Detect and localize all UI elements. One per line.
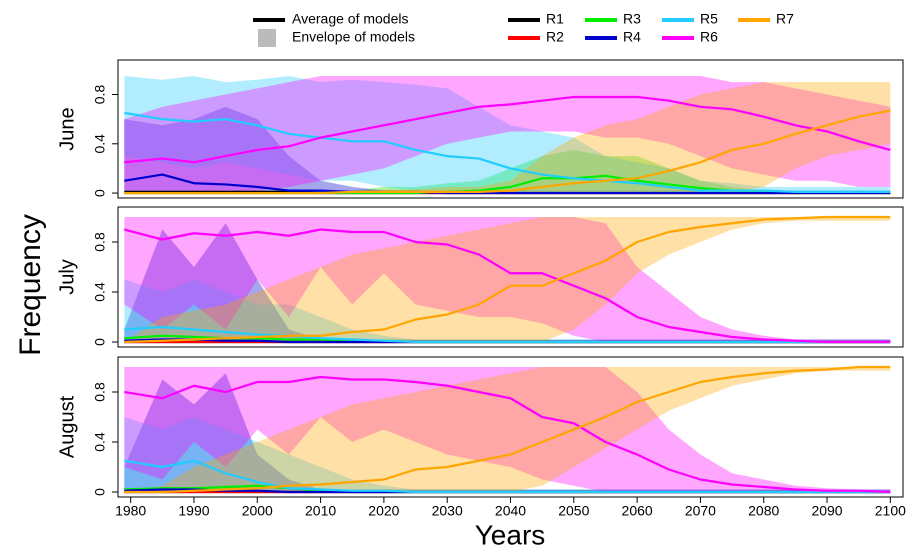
envelope [124, 76, 891, 194]
legend-label: R5 [700, 11, 718, 27]
envelope [124, 367, 891, 492]
panel-label: June [56, 107, 78, 150]
envelope [124, 149, 891, 194]
envelope [124, 367, 891, 492]
y-tick-label: 0.8 [92, 85, 108, 105]
series-line [124, 111, 891, 193]
x-tick-label: 2080 [748, 503, 779, 519]
series-line [124, 365, 891, 494]
x-tick-label: 2040 [495, 503, 526, 519]
x-tick-label: 1980 [115, 503, 146, 519]
legend-label: Envelope of models [292, 29, 415, 45]
panel-label: August [56, 395, 78, 458]
envelope [124, 417, 891, 492]
series-line [124, 173, 891, 195]
series-line [124, 95, 891, 164]
x-tick-label: 2060 [622, 503, 653, 519]
envelope [124, 217, 891, 342]
series-line [124, 109, 891, 195]
legend-label: R3 [623, 11, 641, 27]
legend-label: R7 [776, 11, 794, 27]
y-tick-label: 0 [92, 338, 108, 346]
series-line [124, 325, 891, 344]
y-axis-title: Frequency [14, 214, 47, 356]
y-tick-label: 0.8 [92, 382, 108, 402]
panel-frame [117, 206, 904, 348]
x-tick-label: 2030 [432, 503, 463, 519]
envelope [124, 279, 891, 342]
x-tick-label: 2010 [305, 503, 336, 519]
series-line [124, 228, 891, 344]
envelope [124, 76, 891, 194]
y-tick-label: 0.8 [92, 232, 108, 252]
y-tick-label: 0.4 [92, 134, 108, 154]
x-axis-title: Years [475, 519, 546, 549]
envelope [124, 82, 891, 194]
y-tick-label: 0 [92, 488, 108, 496]
legend-label: Average of models [292, 11, 408, 27]
x-tick-label: 2090 [811, 503, 842, 519]
x-tick-label: 2000 [242, 503, 273, 519]
legend-label: R1 [546, 11, 564, 27]
y-tick-label: 0.4 [92, 282, 108, 302]
envelope [124, 373, 891, 492]
x-tick-label: 2100 [875, 503, 906, 519]
y-tick-label: 0 [92, 189, 108, 197]
x-tick-label: 2020 [368, 503, 399, 519]
panel-label: July [56, 259, 78, 295]
x-tick-label: 2070 [685, 503, 716, 519]
series-line [124, 215, 891, 344]
legend-envelope-swatch [258, 29, 276, 47]
panel-frame [117, 59, 904, 199]
x-tick-label: 2050 [558, 503, 589, 519]
y-tick-label: 0.4 [92, 432, 108, 452]
x-tick-label: 1990 [178, 503, 209, 519]
legend-label: R6 [700, 29, 718, 45]
envelope [124, 217, 891, 342]
legend-label: R2 [546, 29, 564, 45]
legend-label: R4 [623, 29, 641, 45]
series-line [124, 375, 891, 494]
series-line [124, 459, 891, 494]
